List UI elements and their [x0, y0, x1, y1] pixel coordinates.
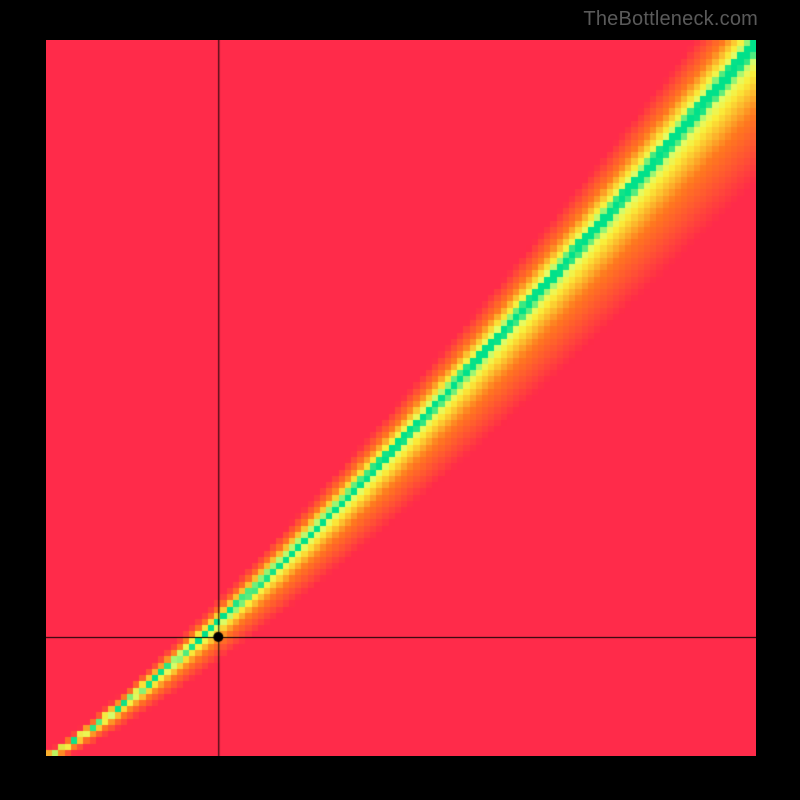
attribution-text: TheBottleneck.com	[583, 8, 758, 31]
heatmap-canvas	[46, 40, 756, 756]
bottleneck-heatmap	[46, 40, 756, 756]
